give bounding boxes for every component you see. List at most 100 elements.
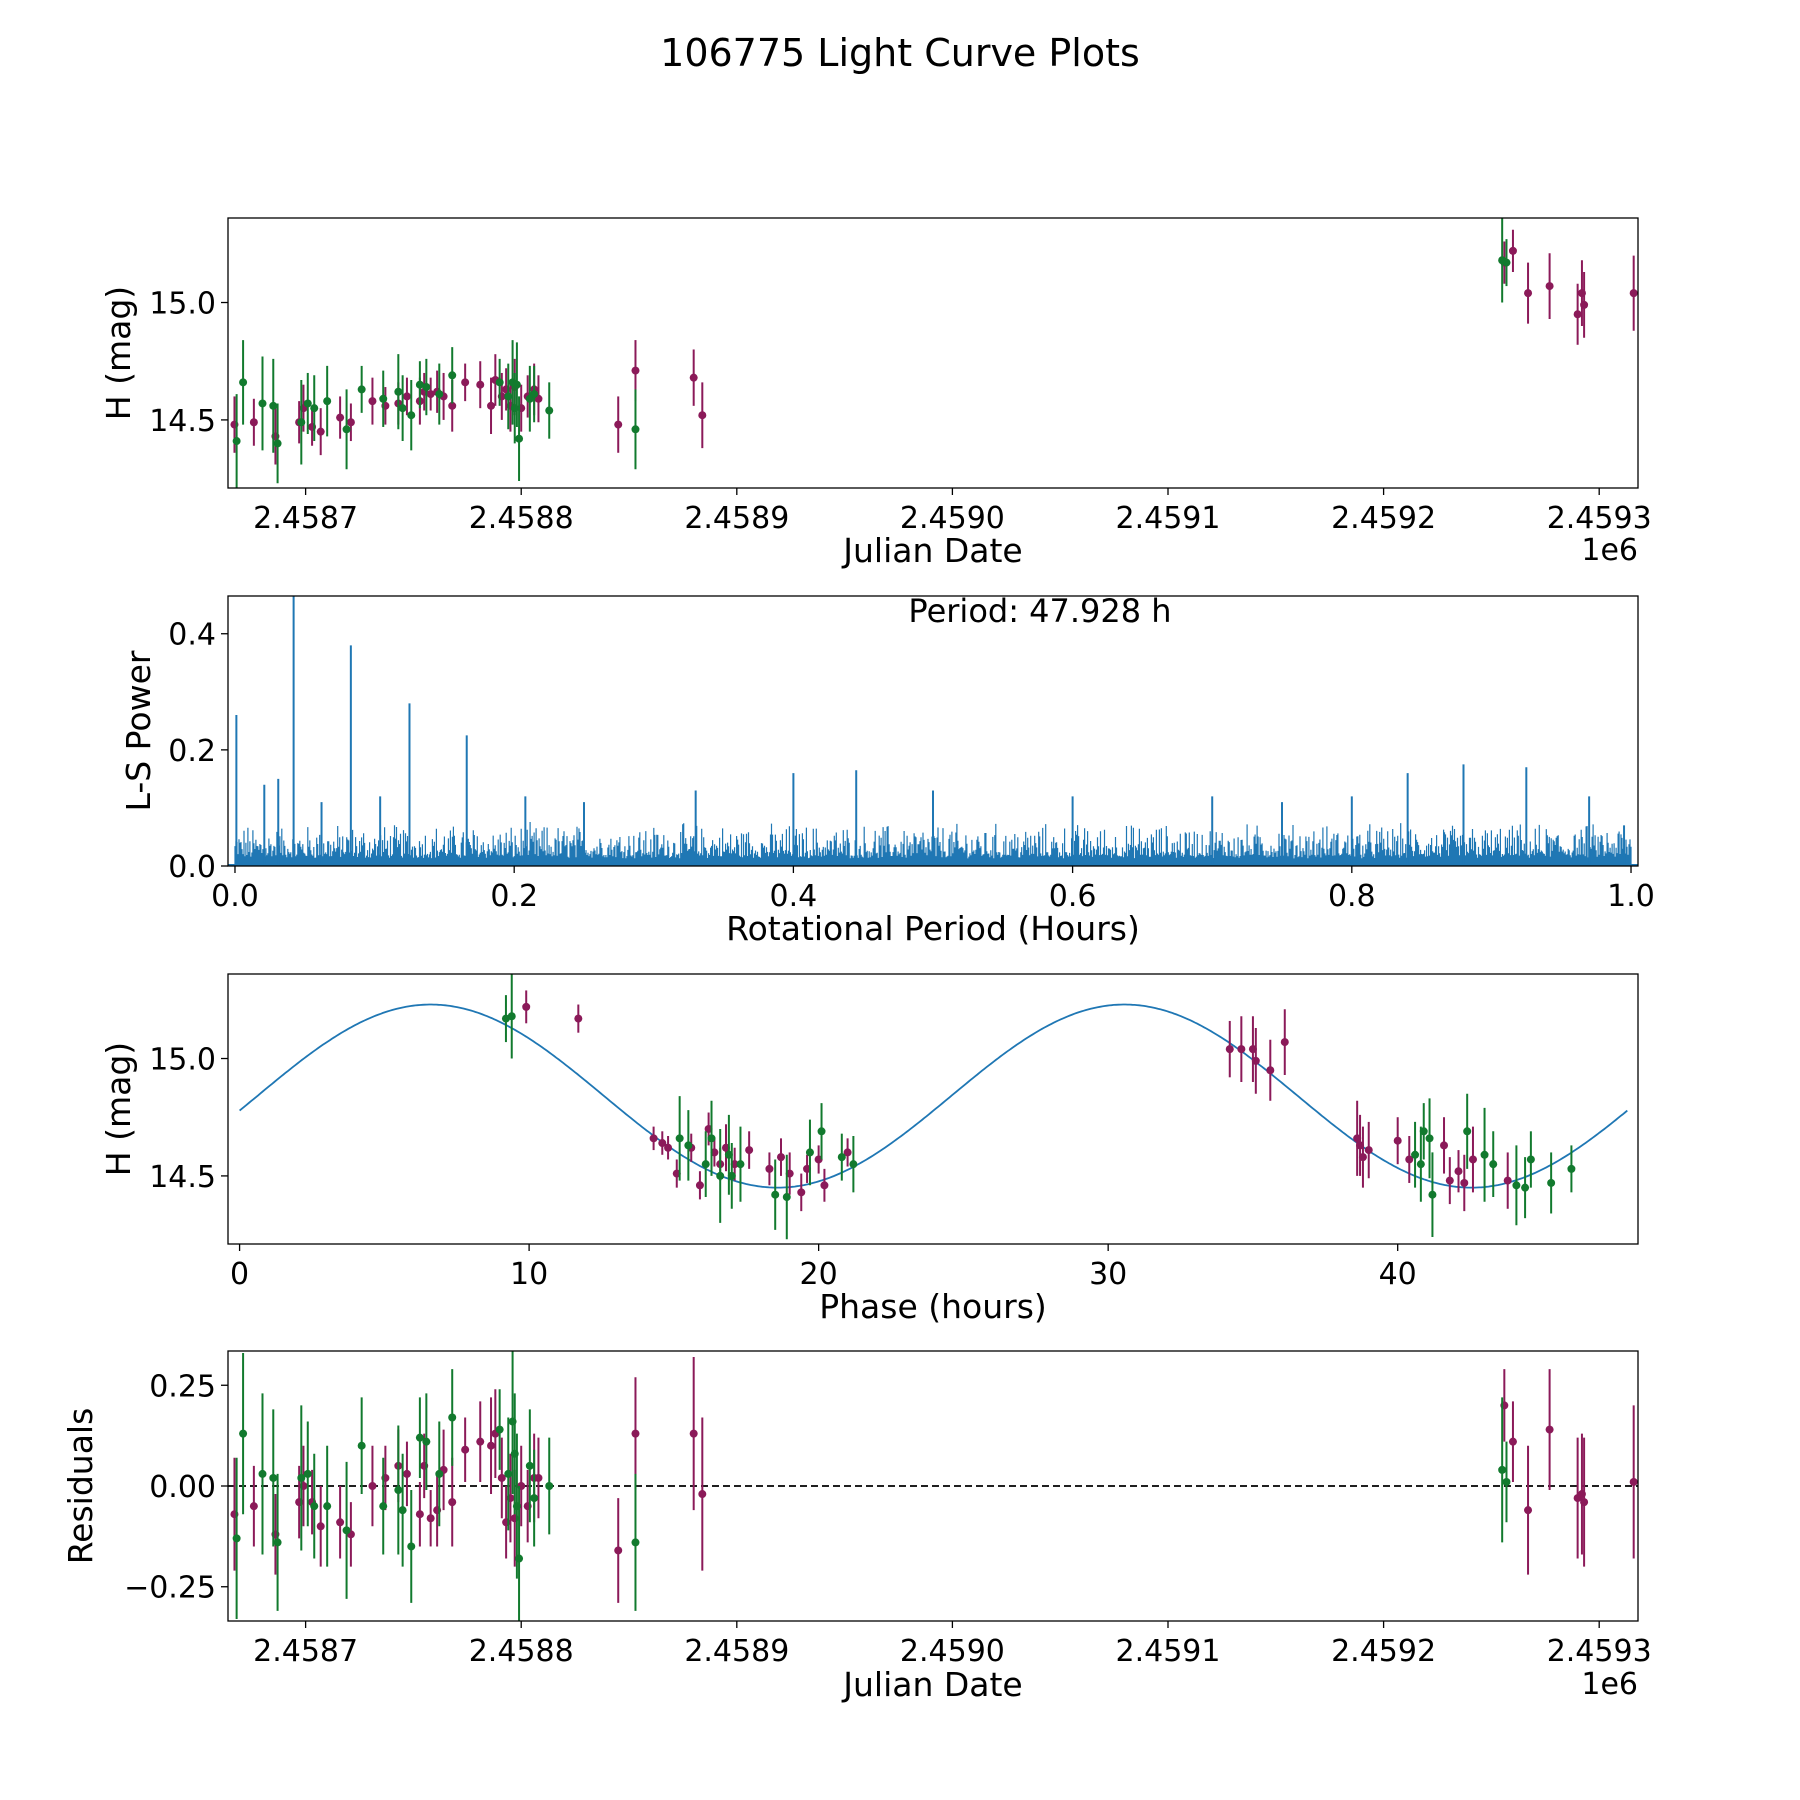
p3-plot-area <box>239 974 1628 1240</box>
periodogram-ticks: 0.0 0.2 0.4 0.6 0.8 1.0 0.0 0.2 0.4 <box>168 618 1655 914</box>
x-tick-label: 30 <box>1089 1257 1127 1292</box>
phased-panel: 0 10 20 30 40 14.5 15.0 Phase (hours) H (mag) <box>99 973 1639 1326</box>
data-point <box>736 1160 745 1169</box>
data-point <box>1358 1153 1367 1162</box>
data-point <box>1629 289 1638 298</box>
data-point <box>727 1171 736 1180</box>
y-tick-label: 15.0 <box>149 1043 216 1078</box>
data-point <box>435 1469 444 1478</box>
data-point <box>1547 1178 1556 1187</box>
data-point <box>368 397 377 406</box>
data-point <box>849 1160 858 1169</box>
data-point <box>297 1473 306 1482</box>
data-point <box>1419 1127 1428 1136</box>
data-point <box>310 1502 319 1511</box>
x-tick-label: 2.4591 <box>1116 1634 1221 1669</box>
data-point <box>716 1171 725 1180</box>
data-point <box>1445 1176 1454 1185</box>
x-tick-label: 0.0 <box>211 879 259 914</box>
data-point <box>614 420 623 429</box>
data-point <box>269 401 278 410</box>
data-point <box>336 1518 345 1527</box>
data-point <box>530 1494 539 1503</box>
x-tick-label: 0.2 <box>490 879 538 914</box>
data-point <box>776 1153 785 1162</box>
data-point <box>476 1437 485 1446</box>
x-tick-label: 2.4589 <box>684 501 789 536</box>
x-tick-label: 40 <box>1379 1257 1417 1292</box>
data-point <box>771 1190 780 1199</box>
data-point <box>323 1502 332 1511</box>
data-point <box>435 390 444 399</box>
x-tick-label: 2.4593 <box>1547 501 1652 536</box>
series-filter-a <box>230 229 1638 465</box>
series-filter-a <box>522 990 1512 1212</box>
data-point <box>1508 246 1517 255</box>
data-point <box>402 1469 411 1478</box>
data-point <box>534 1473 543 1482</box>
data-point <box>701 1160 710 1169</box>
data-point <box>495 378 504 387</box>
data-point <box>461 378 470 387</box>
data-point <box>497 1473 506 1482</box>
data-point <box>515 434 524 443</box>
lightcurve-marks <box>230 218 1638 488</box>
data-point <box>1251 1056 1260 1065</box>
x-tick-label: 0.4 <box>770 879 818 914</box>
data-point <box>239 378 248 387</box>
x-tick-label: 2.4592 <box>1331 1634 1436 1669</box>
data-point <box>507 1012 516 1021</box>
data-point <box>530 390 539 399</box>
data-point <box>1524 289 1533 298</box>
data-point <box>316 427 325 436</box>
data-point <box>504 1469 513 1478</box>
data-point <box>415 380 424 389</box>
data-point <box>448 1498 457 1507</box>
x-tick-label: 2.4591 <box>1116 501 1221 536</box>
p1-plot-area <box>230 218 1638 488</box>
data-point <box>394 387 403 396</box>
residuals-ylabel: Residuals <box>61 1408 100 1565</box>
lightcurve-ylabel: H (mag) <box>99 286 138 420</box>
x-tick-label: 10 <box>510 1257 548 1292</box>
data-point <box>398 404 407 413</box>
data-point <box>273 439 282 448</box>
lightcurve-frame <box>227 217 1639 489</box>
data-point <box>407 411 416 420</box>
data-point <box>1463 1127 1472 1136</box>
data-point <box>1480 1150 1489 1159</box>
data-point <box>426 390 435 399</box>
data-point <box>1629 1477 1638 1486</box>
data-point <box>232 1534 241 1543</box>
data-point <box>515 1554 524 1563</box>
data-point <box>303 399 312 408</box>
residuals-ticks: 2.4587 2.4588 2.4589 2.4590 2.4591 2.4592 2.45… <box>124 1369 1652 1669</box>
data-point <box>249 418 258 427</box>
x-tick-label: 0.6 <box>1049 879 1097 914</box>
lightcurve-ticks: 2.4587 2.4588 2.4589 2.4590 2.4591 2.4592 2.45… <box>149 287 1651 536</box>
lightcurve-xlabel: Julian Date <box>841 531 1023 570</box>
data-point <box>297 418 306 427</box>
periodogram-frame <box>227 595 1639 867</box>
periodogram-ylabel: L-S Power <box>119 650 158 811</box>
data-point <box>1393 1136 1402 1145</box>
data-point <box>574 1014 583 1023</box>
x-tick-label: 2.4592 <box>1331 501 1436 536</box>
data-point <box>1460 1178 1469 1187</box>
data-point <box>1524 1506 1533 1515</box>
data-point <box>1498 1465 1507 1474</box>
phased-xlabel: Phase (hours) <box>819 1287 1047 1326</box>
data-point <box>487 401 496 410</box>
data-point <box>1416 1160 1425 1169</box>
periodogram-panel: 0.0 0.2 0.4 0.6 0.8 1.0 0.0 0.2 0.4 Period: 47.9… <box>119 592 1655 948</box>
data-point <box>512 380 521 389</box>
data-point <box>495 1425 504 1434</box>
y-tick-label: 15.0 <box>149 287 216 322</box>
phased-ylabel: H (mag) <box>99 1042 138 1176</box>
x-tick-label: 2.4588 <box>469 501 574 536</box>
data-point <box>487 1441 496 1450</box>
data-point <box>273 1538 282 1547</box>
series-filter-b <box>232 218 1511 488</box>
data-point <box>448 1413 457 1422</box>
